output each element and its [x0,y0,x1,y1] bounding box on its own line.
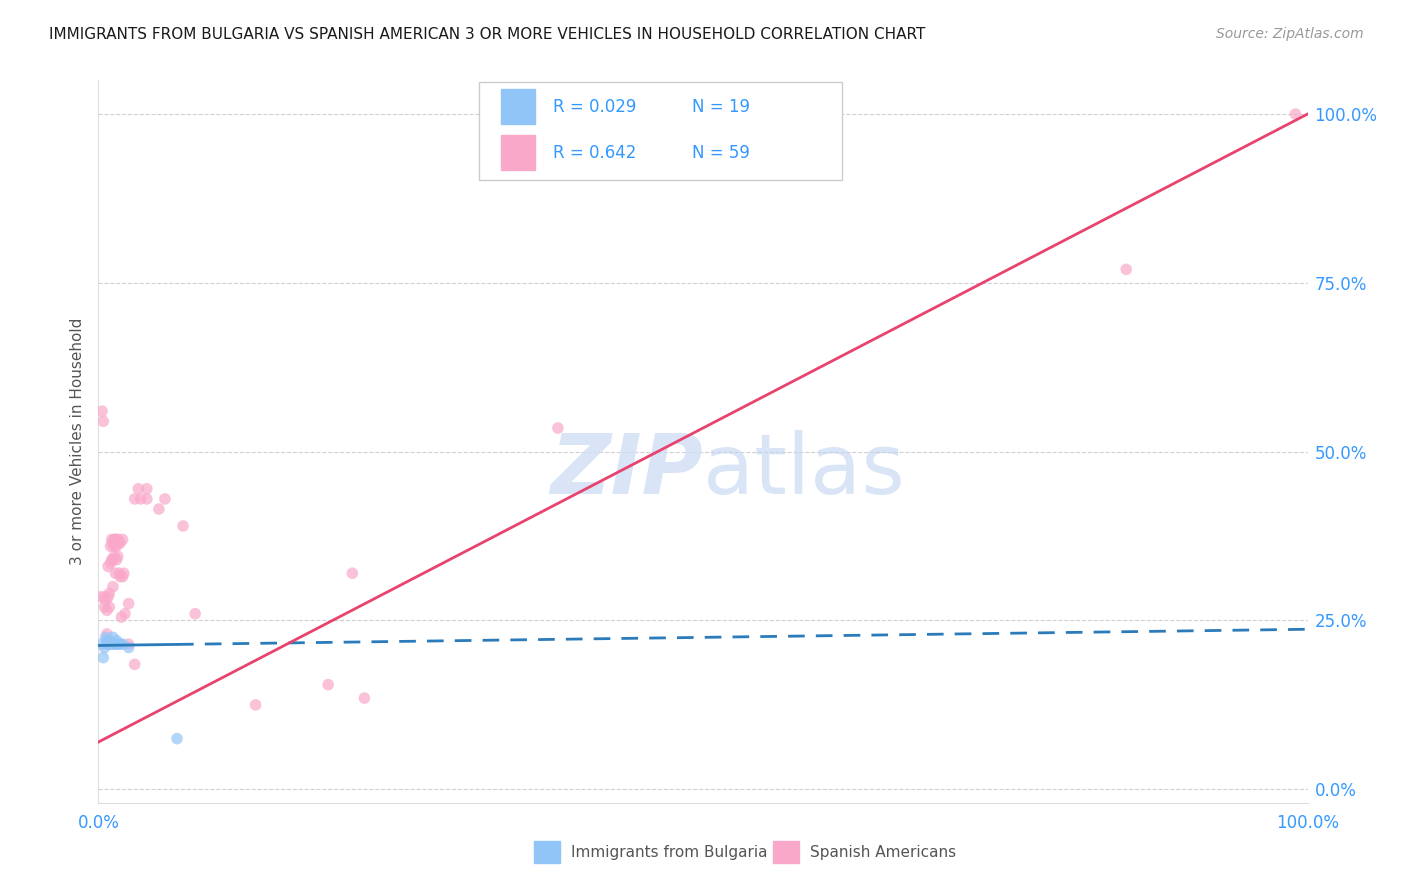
Point [1284,107,1306,121]
Point [104,533,127,547]
Point [114,607,136,621]
Point [100,539,122,553]
Point [96,633,118,648]
Point [342,566,364,581]
Point [100,637,122,651]
Point [135,482,157,496]
Text: Spanish Americans: Spanish Americans [810,845,956,860]
Point [108,569,131,583]
Point [118,597,141,611]
Point [103,539,125,553]
Text: ZIP: ZIP [550,430,703,511]
Point [118,640,141,655]
Point [135,491,157,506]
Point [245,698,267,712]
Text: N = 19: N = 19 [692,98,751,116]
Point [129,491,152,506]
Point [112,566,135,581]
Point [94,593,117,607]
Point [101,631,124,645]
Text: Immigrants from Bulgaria: Immigrants from Bulgaria [571,845,768,860]
Point [103,549,125,564]
Point [104,637,127,651]
Point [353,691,375,706]
Point [101,536,124,550]
Point [124,491,146,506]
Point [172,519,194,533]
Y-axis label: 3 or more Vehicles in Household: 3 or more Vehicles in Household [69,318,84,566]
Point [105,533,128,547]
Point [100,556,122,570]
Point [96,627,118,641]
Point [107,533,129,547]
Point [105,633,128,648]
Point [93,590,115,604]
Point [90,590,112,604]
Point [104,536,127,550]
Point [93,640,115,655]
Point [91,414,114,428]
Point [107,637,129,651]
Point [104,566,127,581]
Point [153,491,176,506]
Point [100,552,122,566]
Point [1115,262,1137,277]
Point [97,590,120,604]
Point [94,631,117,645]
Point [103,533,125,547]
Point [108,637,131,651]
Point [166,731,188,746]
Point [101,552,124,566]
Text: Source: ZipAtlas.com: Source: ZipAtlas.com [1216,27,1364,41]
Text: N = 59: N = 59 [692,144,749,161]
Text: atlas: atlas [703,430,904,511]
Point [108,566,131,581]
Point [127,482,149,496]
Bar [479,82,842,180]
Point [97,637,120,651]
Point [107,549,129,564]
Point [98,599,121,614]
Point [91,650,114,665]
Point [98,633,121,648]
Point [101,580,124,594]
Point [118,637,141,651]
Point [105,552,128,566]
Point [111,569,134,583]
Text: R = 0.029: R = 0.029 [553,98,637,116]
Point [96,603,118,617]
Point [93,599,115,614]
Point [98,586,121,600]
Point [100,533,122,547]
Point [316,678,339,692]
Point [184,607,207,621]
Point [97,637,120,651]
Text: IMMIGRANTS FROM BULGARIA VS SPANISH AMERICAN 3 OR MORE VEHICLES IN HOUSEHOLD COR: IMMIGRANTS FROM BULGARIA VS SPANISH AMER… [49,27,925,42]
Point [100,637,122,651]
Point [111,533,134,547]
Point [148,502,170,516]
Point [110,610,132,624]
Point [108,536,131,550]
Bar [501,136,534,170]
Point [108,536,131,550]
Point [97,559,120,574]
Point [547,421,569,435]
Point [124,657,146,672]
Text: R = 0.642: R = 0.642 [553,144,637,161]
Point [103,637,125,651]
Point [91,637,114,651]
Point [105,539,128,553]
Point [111,637,134,651]
Point [108,637,131,651]
Point [91,404,114,418]
Bar [501,89,534,124]
